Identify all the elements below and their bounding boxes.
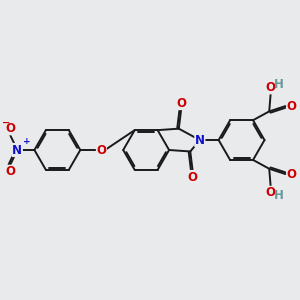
Text: O: O bbox=[5, 122, 15, 135]
Text: H: H bbox=[274, 189, 284, 202]
Text: O: O bbox=[5, 165, 15, 178]
Text: +: + bbox=[23, 136, 30, 146]
Text: O: O bbox=[287, 100, 297, 112]
Text: O: O bbox=[97, 143, 106, 157]
Text: O: O bbox=[287, 167, 297, 181]
Text: H: H bbox=[274, 78, 284, 92]
Text: O: O bbox=[176, 97, 186, 110]
Text: N: N bbox=[195, 134, 205, 147]
Text: N: N bbox=[12, 143, 22, 157]
Text: O: O bbox=[266, 186, 276, 200]
Text: O: O bbox=[266, 81, 276, 94]
Text: −: − bbox=[2, 118, 10, 128]
Text: O: O bbox=[188, 171, 198, 184]
